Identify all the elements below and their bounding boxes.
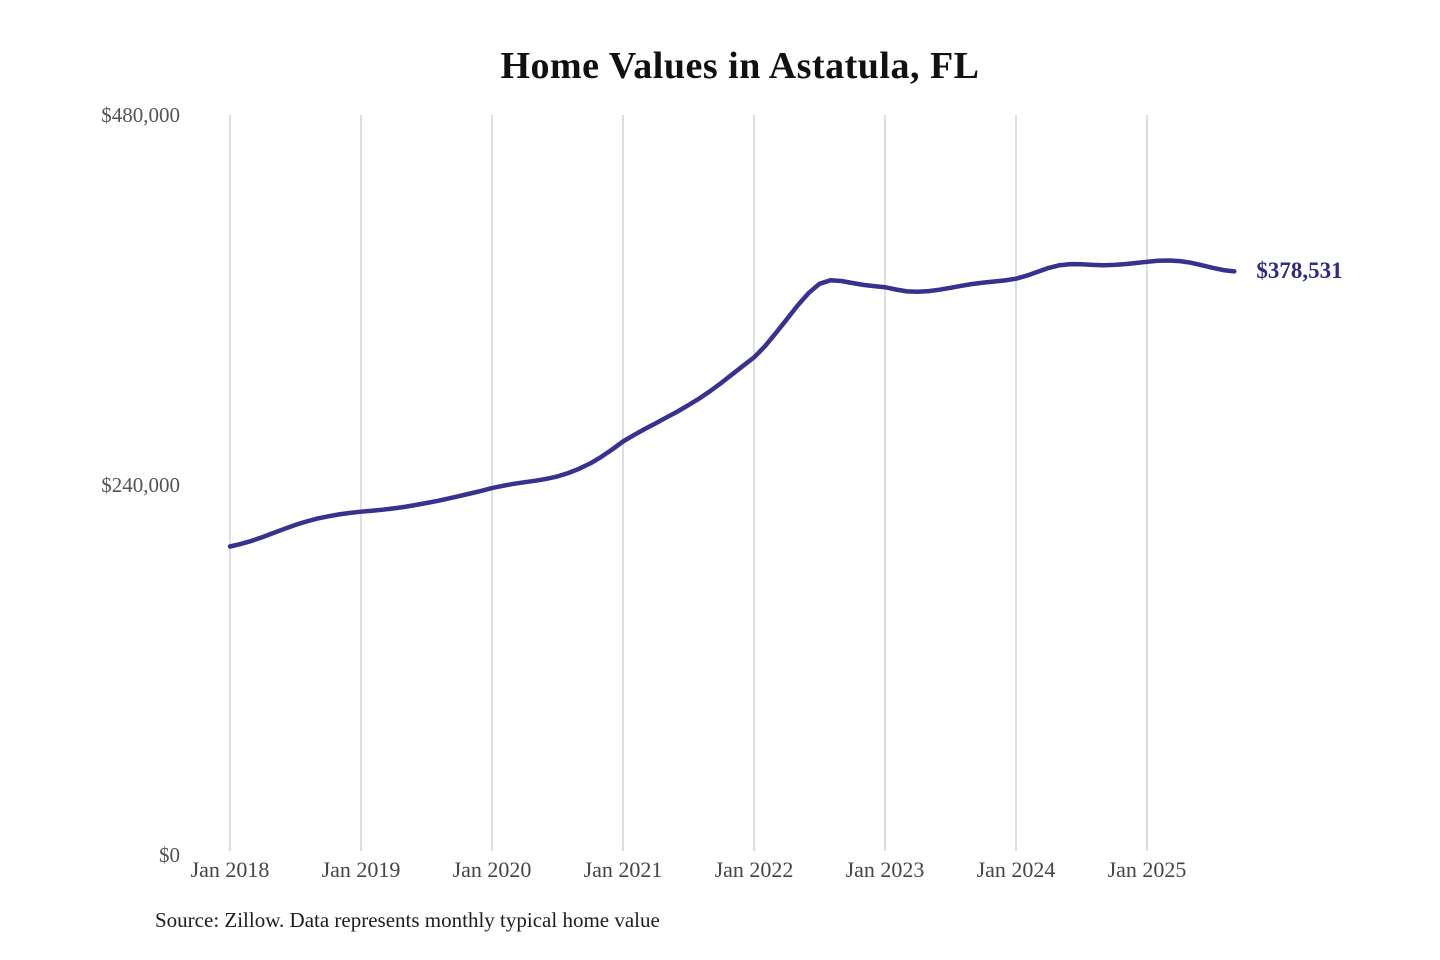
x-axis-tick-2021: Jan 2021 xyxy=(583,857,663,882)
y-axis-tick-240k: $240,000 xyxy=(101,473,180,497)
y-axis-tick-480k: $480,000 xyxy=(101,103,180,127)
x-axis-tick-2023: Jan 2023 xyxy=(845,857,925,882)
x-axis-tick-2025: Jan 2025 xyxy=(1107,857,1187,882)
y-axis-tick-0: $0 xyxy=(159,843,180,867)
x-axis-tick-2024: Jan 2024 xyxy=(976,857,1056,882)
x-axis-tick-2020: Jan 2020 xyxy=(452,857,532,882)
year-gridlines xyxy=(229,115,1148,851)
end-value-label: $378,531 xyxy=(1256,258,1343,284)
home-value-line xyxy=(227,258,1237,549)
source-note: Source: Zillow. Data represents monthly … xyxy=(155,908,660,932)
x-axis-tick-2022: Jan 2022 xyxy=(714,857,794,882)
chart-title: Home Values in Astatula, FL xyxy=(500,45,980,87)
x-axis-tick-2018: Jan 2018 xyxy=(190,857,270,882)
x-axis-tick-2019: Jan 2019 xyxy=(321,857,401,882)
